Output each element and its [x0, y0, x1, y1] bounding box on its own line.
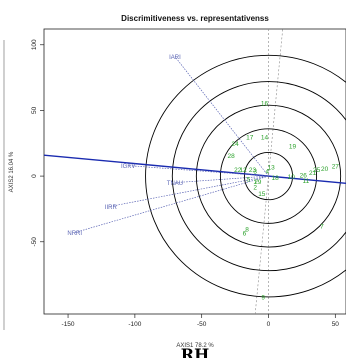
y-axis-title: AXIS2 16.04 %	[9, 151, 15, 192]
genotype-label-23: 23	[249, 167, 257, 174]
environment-vector-igkv	[128, 165, 269, 177]
genotype-label-6: 6	[243, 230, 247, 237]
genotype-label-24: 24	[231, 141, 239, 148]
genotype-label-19: 19	[289, 144, 297, 151]
genotype-label-10: 10	[288, 174, 296, 181]
average-environment-axis	[44, 154, 346, 185]
genotype-label-1: 1	[253, 179, 257, 186]
genotype-label-14: 14	[261, 134, 269, 141]
genotype-label-25: 25	[313, 167, 321, 174]
genotype-label-18: 18	[272, 175, 280, 182]
y-tick-label: -50	[31, 237, 38, 247]
genotype-label-20: 20	[321, 166, 329, 173]
environment-label-tnau: TNAU	[167, 181, 183, 187]
genotype-label-21: 21	[309, 170, 317, 177]
environment-label-igkv: IGKV	[121, 164, 135, 170]
plot-frame	[43, 28, 346, 315]
concentric-circle-4	[171, 81, 346, 272]
environment-label-iirr: IIRR	[105, 205, 118, 211]
y-tick-label: 50	[31, 106, 38, 114]
genotype-label-17: 17	[246, 134, 254, 141]
genotype-label-9: 9	[261, 295, 265, 302]
genotype-label-29: 29	[254, 179, 262, 186]
x-tick-label: 50	[332, 321, 340, 328]
environment-vector-nrri	[74, 175, 269, 233]
concentric-circle-5	[145, 54, 346, 298]
chart-title: Discrimitiveness vs. representativenss	[121, 14, 269, 23]
concentric-circle-1	[243, 152, 293, 201]
concentric-circle-3	[195, 104, 342, 248]
x-tick-label: -150	[62, 321, 75, 328]
x-tick-label: 0	[267, 321, 271, 328]
y-tick-label: 0	[31, 174, 38, 178]
genotype-label-4: 4	[265, 169, 269, 176]
genotype-label-8: 8	[245, 226, 249, 233]
footer-label: RH	[181, 345, 209, 358]
genotype-label-2: 2	[253, 184, 257, 191]
genotype-label-27: 27	[332, 163, 340, 170]
environment-vector-iirr	[110, 175, 269, 207]
environment-label-nrri: NRRI	[67, 231, 82, 237]
environment-label-iari: IARI	[169, 55, 181, 61]
genotype-label-7: 7	[320, 224, 324, 231]
genotype-label-15: 15	[258, 191, 266, 198]
genotype-label-12: 12	[239, 167, 247, 174]
environment-vector-tnau	[174, 175, 269, 184]
genotype-label-11: 11	[303, 178, 310, 185]
genotype-label-16: 16	[261, 100, 269, 107]
genotype-label-22: 22	[234, 167, 242, 174]
x-axis-title: AXIS1 78.2 %	[176, 343, 214, 349]
genotype-label-5: 5	[247, 176, 251, 183]
genotype-label-3: 3	[253, 169, 257, 176]
plot-area	[44, 29, 346, 314]
genotype-label-13: 13	[268, 165, 276, 172]
environment-vector-iari	[174, 56, 269, 177]
x-tick-label: -50	[197, 321, 207, 328]
genotype-label-26: 26	[300, 173, 308, 180]
concentric-circle-2	[219, 128, 318, 224]
perpendicular-axis-line	[254, 29, 284, 314]
axes: -150 -100 -50 0 50 -50 0 50 100	[31, 39, 339, 328]
y-tick-label: 100	[31, 39, 38, 50]
genotype-label-28: 28	[227, 153, 235, 160]
x-tick-label: -100	[128, 321, 141, 328]
